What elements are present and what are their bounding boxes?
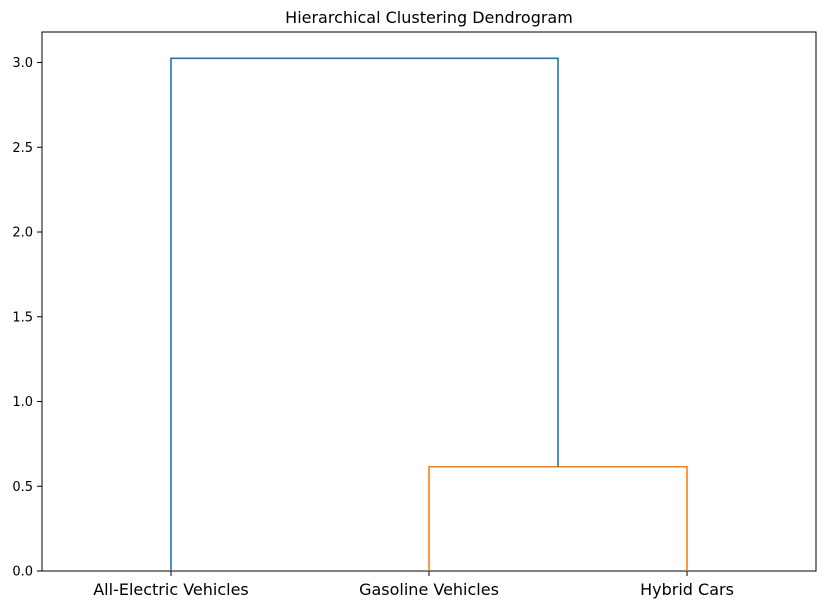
y-axis: 0.0 0.5 1.0 1.5 2.0 2.5 3.0 [12, 56, 42, 580]
y-tick-label: 0.5 [12, 480, 33, 495]
y-tick-label: 2.0 [12, 226, 33, 241]
x-axis: All-Electric Vehicles Gasoline Vehicles Hy… [93, 571, 734, 599]
leaf-label: Hybrid Cars [640, 580, 734, 599]
y-tick-label: 1.5 [12, 310, 33, 325]
leaf-label: Gasoline Vehicles [359, 580, 499, 599]
link-gasoline-hybrid [428, 465, 688, 571]
y-tick-label: 3.0 [12, 56, 33, 71]
chart-title: Hierarchical Clustering Dendrogram [285, 8, 573, 27]
y-tick-label: 1.0 [12, 395, 33, 410]
y-tick-label: 0.0 [12, 565, 33, 580]
dendrogram-links [170, 57, 688, 571]
leaf-label: All-Electric Vehicles [93, 580, 249, 599]
y-tick-label: 2.5 [12, 141, 33, 156]
link-root [170, 57, 559, 571]
